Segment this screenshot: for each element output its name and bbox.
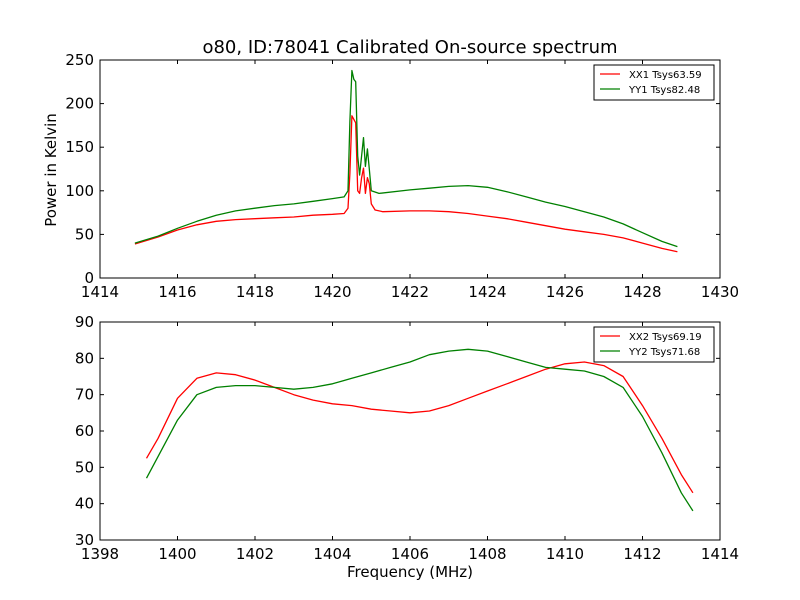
legend-box <box>593 326 715 363</box>
x-tick-label: 1410 <box>546 545 584 563</box>
series-line-xx1 <box>134 115 678 253</box>
top-panel: 1414 1416 1418 1420 1422 1424 1426 1428 1430 0 50 1… <box>65 51 739 301</box>
x-tick-label: 1414 <box>701 545 739 563</box>
x-tick-label: 1400 <box>158 545 196 563</box>
series-line-yy1 <box>134 69 678 248</box>
chart-title: o80, ID:78041 Calibrated On-source spect… <box>202 37 617 58</box>
legend-label: YY2 Tsys71.68 <box>628 347 700 358</box>
legend-label: XX2 Tsys69.19 <box>629 332 702 343</box>
x-tick-label: 1426 <box>546 283 584 301</box>
y-tick-label: 30 <box>75 531 94 549</box>
x-tick-label: 1406 <box>391 545 429 563</box>
x-tick-label: 1424 <box>468 283 506 301</box>
x-tick-label: 1428 <box>623 283 661 301</box>
x-tick-label: 1404 <box>313 545 351 563</box>
x-tick-label: 1420 <box>313 283 351 301</box>
x-tick-label: 1414 <box>81 283 119 301</box>
series-line-xx2 <box>145 361 694 494</box>
y-tick-label: 70 <box>75 386 94 404</box>
y-tick-label: 60 <box>75 422 94 440</box>
y-tick-label: 200 <box>65 95 94 113</box>
y-tick-label: 150 <box>65 138 94 156</box>
x-tick-label: 1408 <box>468 545 506 563</box>
x-tick-label: 1430 <box>701 283 739 301</box>
y-tick-label: 80 <box>75 349 94 367</box>
y-tick-label: 40 <box>75 495 94 513</box>
y-tick-label: 0 <box>84 269 94 287</box>
y-tick-label: 250 <box>65 51 94 69</box>
y-tick-label: 50 <box>75 225 94 243</box>
x-tick-label: 1398 <box>81 545 119 563</box>
x-tick-label: 1412 <box>623 545 661 563</box>
y-axis-label: Power in Kelvin <box>42 113 60 227</box>
y-tick-label: 100 <box>65 182 94 200</box>
series-line-yy2 <box>145 348 694 512</box>
x-tick-label: 1422 <box>391 283 429 301</box>
y-tick-label: 90 <box>75 313 94 331</box>
x-axis-label: Frequency (MHz) <box>347 563 473 581</box>
legend-box <box>593 64 715 101</box>
legend-label: YY1 Tsys82.48 <box>628 85 700 96</box>
legend-label: XX1 Tsys63.59 <box>629 70 702 81</box>
x-tick-label: 1418 <box>236 283 274 301</box>
bottom-panel: 1398 1400 1402 1404 1406 1408 1410 1412 1414 30 40… <box>75 313 739 563</box>
x-tick-label: 1416 <box>158 283 196 301</box>
y-tick-label: 50 <box>75 458 94 476</box>
x-tick-label: 1402 <box>236 545 274 563</box>
